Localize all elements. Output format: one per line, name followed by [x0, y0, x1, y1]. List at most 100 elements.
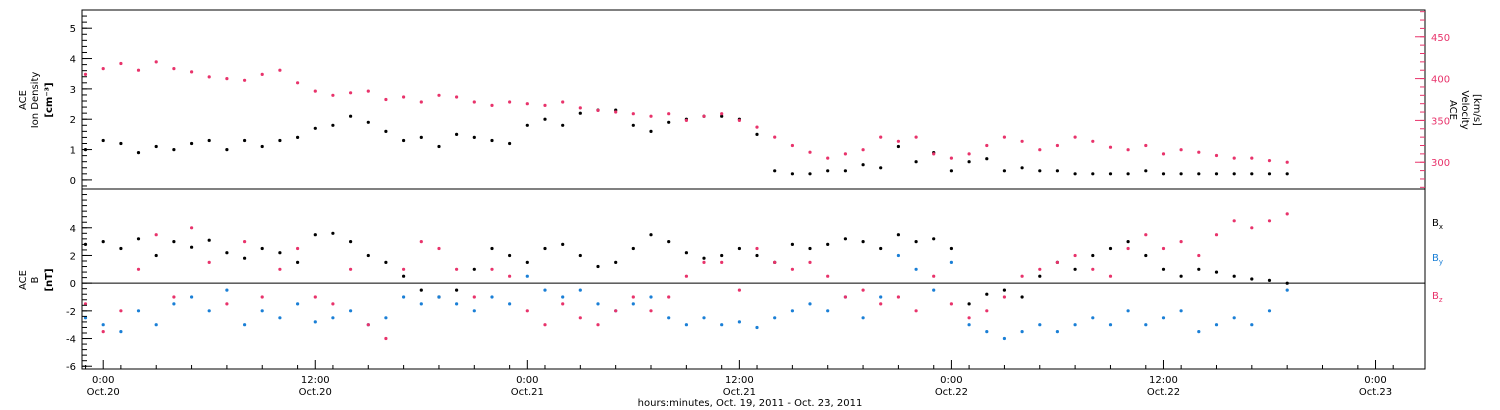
data-point-Bz-30: [614, 309, 618, 313]
x-tick-label-time: 0:00: [92, 375, 114, 386]
data-point-Bz-14: [331, 302, 335, 306]
top-y-tick-label: 1: [70, 146, 76, 157]
data-point-Bx-59: [1126, 240, 1130, 244]
data-point-magenta-9: [243, 78, 247, 82]
data-point-magenta-10: [260, 72, 264, 76]
data-point-Bx-2: [119, 246, 123, 251]
data-point-Bx-50: [967, 302, 971, 306]
data-point-black-57: [1091, 172, 1095, 176]
data-point-black-67: [1267, 172, 1272, 176]
data-point-black-38: [755, 132, 759, 136]
data-point-By-52: [1002, 336, 1007, 341]
data-point-Bx-6: [190, 245, 194, 249]
data-point-black-13: [313, 126, 317, 130]
data-point-Bz-23: [490, 267, 494, 271]
top-y-tick-label: 0: [70, 176, 76, 187]
data-point-magenta-23: [490, 103, 494, 107]
data-point-Bz-67: [1267, 219, 1272, 223]
data-point-Bx-62: [1179, 274, 1183, 278]
data-point-black-60: [1144, 169, 1148, 173]
data-point-Bz-10: [260, 295, 264, 299]
data-point-Bz-15: [349, 267, 353, 271]
data-point-black-53: [1020, 166, 1024, 170]
data-point-By-5: [172, 302, 176, 306]
data-point-Bx-68: [1285, 281, 1289, 285]
data-point-Bx-52: [1002, 288, 1007, 292]
data-point-Bx-53: [1020, 295, 1024, 299]
data-point-Bx-67: [1267, 278, 1272, 282]
data-point-Bz-28: [578, 316, 582, 320]
data-point-magenta-7: [207, 75, 211, 79]
data-point-By-8: [225, 288, 229, 292]
bot-y-tick-label: -4: [66, 335, 76, 346]
legend-by-sub: y: [1439, 258, 1443, 266]
bottom-ylabel-line1: ACE: [18, 270, 29, 290]
data-point-magenta-33: [667, 112, 671, 116]
data-point-Bz-41: [808, 260, 812, 264]
data-point-Bx-36: [720, 253, 724, 258]
data-point-Bx-61: [1161, 267, 1166, 271]
top-right-y-axis: 300 350 400 450: [1415, 11, 1450, 188]
data-point-By-14: [331, 316, 335, 320]
data-point-Bx-22: [472, 267, 476, 271]
data-point-By-19: [419, 302, 423, 306]
data-point-By-65: [1232, 316, 1236, 320]
data-point-Bz-61: [1161, 246, 1166, 251]
data-point-By-4: [154, 323, 158, 327]
data-point-By-20: [437, 295, 441, 299]
data-point-Bx-11: [278, 251, 282, 255]
data-point-Bx-51: [985, 292, 989, 296]
data-point-black-44: [861, 163, 865, 167]
data-point-Bx-16: [366, 253, 370, 258]
data-point-black-41: [808, 172, 812, 176]
data-point-Bz-64: [1214, 233, 1219, 237]
data-point-By-17: [384, 316, 388, 320]
data-point-Bx-26: [543, 246, 547, 251]
data-point-magenta-14: [331, 93, 335, 97]
data-point-Bx-65: [1232, 274, 1236, 278]
data-point-By-60: [1144, 323, 1148, 327]
data-point-By-31: [631, 302, 635, 306]
data-point-Bx-5: [172, 240, 176, 244]
data-point-magenta-50: [967, 152, 971, 156]
data-point-black-65: [1232, 172, 1236, 176]
data-point-By-56: [1073, 323, 1077, 327]
data-point-magenta-1: [101, 67, 105, 71]
data-point-Bz-25: [525, 309, 529, 313]
data-point-Bx-54: [1038, 274, 1042, 278]
legend-bx-sub: x: [1439, 223, 1443, 231]
data-point-magenta-13: [313, 89, 317, 93]
data-point-By-26: [543, 288, 547, 292]
data-point-magenta-47: [914, 135, 918, 139]
data-point-By-28: [578, 288, 582, 292]
data-point-By-42: [826, 309, 830, 313]
data-point-Bz-0: [83, 302, 88, 306]
data-point-Bx-60: [1144, 253, 1148, 258]
data-point-magenta-15: [349, 91, 353, 95]
data-point-magenta-44: [861, 148, 865, 152]
top-y2-tick-label: 350: [1431, 116, 1450, 127]
data-point-magenta-56: [1073, 135, 1077, 139]
data-point-black-32: [649, 129, 653, 133]
data-point-By-62: [1179, 309, 1183, 313]
data-point-By-48: [932, 288, 936, 292]
data-point-magenta-27: [561, 100, 565, 104]
data-point-By-45: [879, 295, 883, 299]
data-point-By-46: [896, 253, 901, 258]
data-point-By-40: [790, 309, 795, 313]
data-point-Bx-25: [525, 260, 529, 264]
data-point-magenta-65: [1232, 156, 1236, 160]
data-point-By-39: [773, 316, 777, 320]
data-point-By-23: [490, 295, 494, 299]
data-point-By-61: [1161, 316, 1166, 320]
data-point-Bx-7: [207, 238, 211, 242]
data-point-black-58: [1108, 172, 1113, 176]
data-point-black-7: [207, 138, 211, 143]
data-point-Bx-66: [1250, 277, 1254, 281]
data-point-Bz-3: [136, 267, 141, 271]
top-data-points: [83, 60, 1289, 176]
data-point-magenta-52: [1002, 135, 1007, 139]
data-point-black-25: [525, 123, 529, 127]
data-point-magenta-43: [843, 152, 848, 156]
data-point-Bz-34: [684, 274, 689, 278]
